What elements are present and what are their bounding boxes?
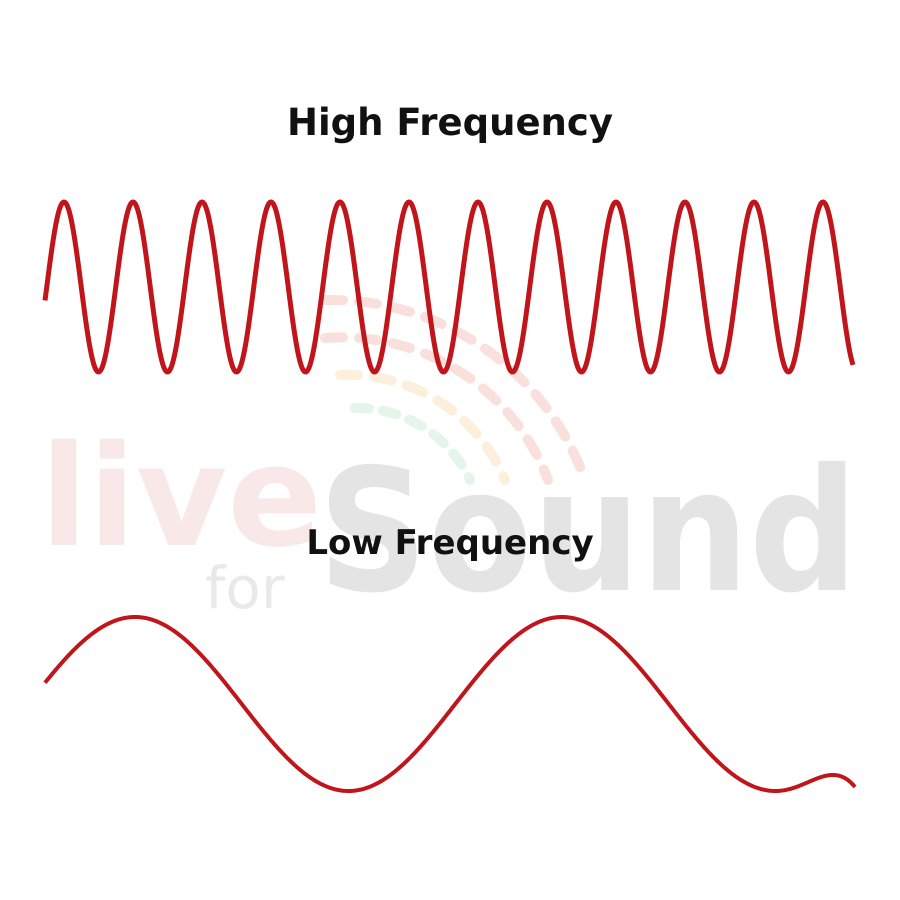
watermark-for-text: for — [205, 554, 285, 622]
low-frequency-title: Low Frequency — [306, 523, 594, 563]
high-frequency-title: High Frequency — [287, 101, 613, 144]
watermark-live-text: live — [40, 416, 322, 579]
high-frequency-wave — [42, 199, 856, 375]
watermark-sound-text: Sound — [318, 433, 858, 631]
low-frequency-wave — [43, 615, 857, 793]
